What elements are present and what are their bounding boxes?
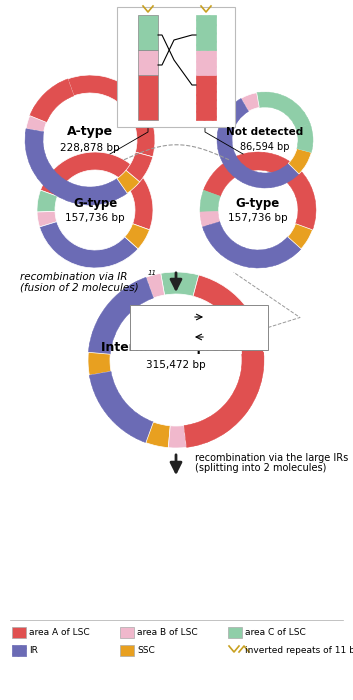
Text: 157,736 bp: 157,736 bp (65, 213, 125, 223)
Wedge shape (37, 211, 57, 227)
FancyBboxPatch shape (135, 328, 190, 345)
FancyBboxPatch shape (196, 75, 216, 120)
Wedge shape (203, 152, 316, 230)
Wedge shape (161, 272, 199, 296)
Text: G-type: G-type (236, 197, 280, 209)
Wedge shape (88, 352, 111, 375)
Text: Not detected: Not detected (226, 127, 304, 137)
FancyBboxPatch shape (117, 7, 235, 127)
Wedge shape (217, 99, 299, 188)
Text: 11: 11 (148, 270, 157, 276)
FancyBboxPatch shape (135, 310, 190, 325)
Wedge shape (89, 372, 154, 442)
Wedge shape (88, 277, 154, 354)
Wedge shape (200, 211, 220, 227)
Text: area A of LSC: area A of LSC (29, 628, 90, 637)
Text: recombination via the large IRs: recombination via the large IRs (195, 453, 348, 463)
Wedge shape (168, 426, 187, 448)
FancyBboxPatch shape (138, 15, 158, 50)
FancyBboxPatch shape (196, 15, 216, 50)
Text: recombination via IR: recombination via IR (20, 272, 127, 282)
FancyBboxPatch shape (228, 627, 242, 638)
FancyBboxPatch shape (208, 328, 263, 345)
Wedge shape (288, 224, 312, 248)
Wedge shape (241, 92, 259, 111)
Text: SSC: SSC (137, 646, 155, 655)
Text: (splitting into 2 molecules): (splitting into 2 molecules) (195, 463, 327, 473)
Wedge shape (30, 79, 74, 122)
FancyBboxPatch shape (130, 305, 268, 350)
Wedge shape (125, 224, 150, 248)
Wedge shape (288, 148, 311, 174)
Wedge shape (26, 116, 47, 132)
Wedge shape (257, 92, 310, 129)
Wedge shape (41, 152, 153, 230)
FancyBboxPatch shape (120, 645, 134, 656)
Wedge shape (117, 170, 140, 193)
Wedge shape (25, 129, 127, 205)
Text: Intermediate product: Intermediate product (101, 342, 251, 354)
FancyBboxPatch shape (12, 627, 26, 638)
Wedge shape (184, 352, 264, 447)
Wedge shape (40, 222, 138, 268)
FancyBboxPatch shape (138, 50, 158, 75)
Text: 228,878 bp: 228,878 bp (60, 143, 120, 153)
Wedge shape (200, 190, 220, 212)
Wedge shape (37, 190, 58, 212)
Wedge shape (68, 75, 155, 157)
Wedge shape (126, 152, 153, 182)
Wedge shape (146, 422, 170, 448)
Text: area C of LSC: area C of LSC (245, 628, 306, 637)
FancyBboxPatch shape (208, 310, 263, 325)
Text: A-type: A-type (67, 125, 113, 137)
Text: G-type: G-type (73, 197, 117, 209)
Wedge shape (296, 124, 313, 153)
Text: 157,736 bp: 157,736 bp (228, 213, 288, 223)
FancyBboxPatch shape (12, 645, 26, 656)
FancyBboxPatch shape (138, 75, 158, 120)
Text: 315,472 bp: 315,472 bp (146, 360, 206, 370)
FancyBboxPatch shape (120, 627, 134, 638)
Text: area B of LSC: area B of LSC (137, 628, 198, 637)
Text: 86,594 bp: 86,594 bp (240, 142, 290, 152)
Text: IR: IR (29, 646, 38, 655)
Text: inverted repeats of 11 bp: inverted repeats of 11 bp (245, 646, 353, 655)
Text: (fusion of 2 molecules): (fusion of 2 molecules) (20, 282, 139, 292)
Wedge shape (203, 222, 301, 268)
FancyBboxPatch shape (196, 50, 216, 75)
Wedge shape (146, 273, 164, 298)
Wedge shape (184, 275, 264, 447)
